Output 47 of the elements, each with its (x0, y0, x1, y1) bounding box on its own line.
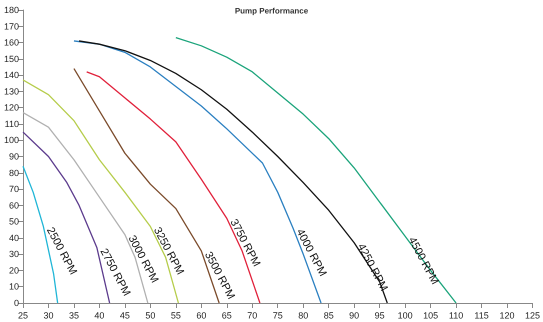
text: 4000 RPM (294, 227, 329, 279)
y-tick-label: 40 (8, 232, 19, 243)
y-tick-label: 10 (8, 282, 19, 292)
y-tick-label: 30 (8, 249, 19, 260)
x-tick-label: 40 (94, 310, 104, 320)
x-tick-label: 110 (448, 310, 464, 320)
y-tick-label: 150 (4, 54, 19, 64)
x-tick-label: 50 (145, 310, 156, 320)
x-tick-label: 95 (374, 310, 385, 320)
y-tick-label: 50 (8, 216, 19, 227)
y-tick-label: 180 (4, 5, 19, 15)
y-tick-label: 70 (8, 184, 19, 194)
y-tick-label: 0 (14, 298, 19, 308)
text: 2750 RPM (98, 246, 132, 298)
x-tick-label: 120 (500, 310, 515, 320)
x-tick-label: 45 (120, 310, 130, 320)
y-tick-label: 20 (8, 265, 19, 276)
x-tick-label: 65 (222, 310, 232, 320)
y-tick-label: 110 (4, 118, 19, 129)
line-series (78, 40, 388, 304)
x-tick-label: 125 (524, 310, 540, 320)
x-tick-label: 85 (324, 310, 334, 320)
y-tick-label: 60 (8, 200, 19, 210)
y-tick-label: 90 (8, 152, 19, 162)
x-tick-label: 35 (68, 310, 79, 320)
x-tick-label: 90 (349, 310, 360, 320)
y-tick-label: 160 (4, 38, 19, 48)
x-tick-label: 60 (196, 310, 206, 320)
x-tick-label: 100 (398, 310, 413, 320)
x-tick-label: 55 (170, 310, 181, 320)
chart-title: Pump Performance (234, 6, 309, 16)
x-tick-label: 75 (272, 310, 283, 320)
line-series (86, 71, 261, 304)
y-tick-label: 100 (4, 135, 19, 146)
y-tick-label: 80 (8, 168, 19, 178)
y-tick-label: 120 (4, 102, 19, 113)
x-tick-label: 80 (298, 310, 308, 320)
x-tick-label: 105 (423, 310, 438, 320)
x-tick-label: 70 (247, 310, 258, 320)
text: 4500 RPM (406, 235, 441, 287)
y-tick-label: 140 (4, 70, 19, 80)
y-tick-label: 170 (4, 21, 19, 32)
x-tick-label: 25 (18, 310, 28, 320)
y-tick-label: 130 (4, 86, 19, 96)
x-tick-label: 115 (474, 310, 489, 320)
x-tick-label: 30 (43, 310, 54, 320)
text: 2500 RPM (44, 225, 79, 277)
